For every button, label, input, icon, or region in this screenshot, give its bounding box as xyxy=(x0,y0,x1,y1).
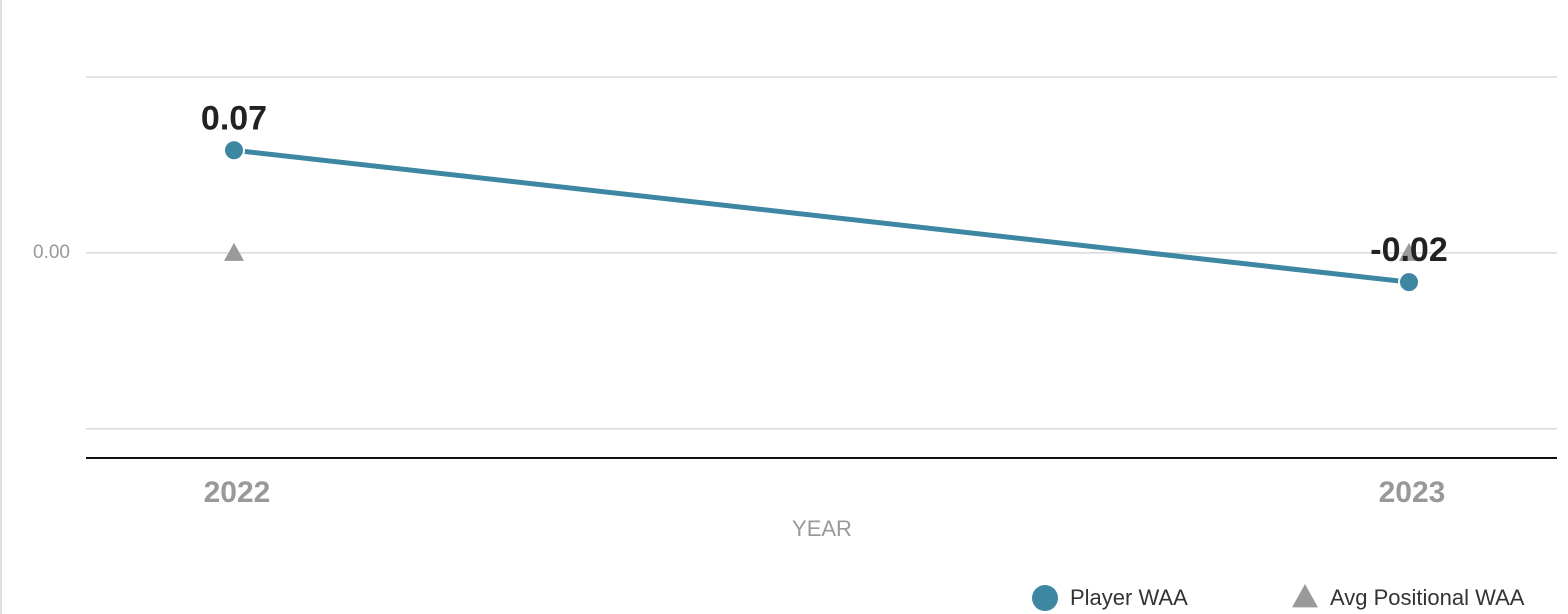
series-line xyxy=(233,147,1410,285)
y-tick-label: 0.00 xyxy=(33,242,70,263)
x-axis-label: YEAR xyxy=(792,516,852,541)
legend-marker xyxy=(1292,584,1318,608)
value-label: -0.02 xyxy=(1370,231,1448,269)
point xyxy=(1398,271,1420,294)
legend-marker xyxy=(1032,585,1058,611)
point xyxy=(1399,242,1419,261)
legend-label: Player WAA xyxy=(1070,585,1188,610)
x-tick-label: 2023 xyxy=(1379,476,1446,509)
point xyxy=(224,242,244,261)
point xyxy=(223,139,245,162)
x-tick-label: 2022 xyxy=(204,476,271,509)
value-label: 0.07 xyxy=(201,99,267,137)
legend-label: Avg Positional WAA xyxy=(1330,585,1525,610)
